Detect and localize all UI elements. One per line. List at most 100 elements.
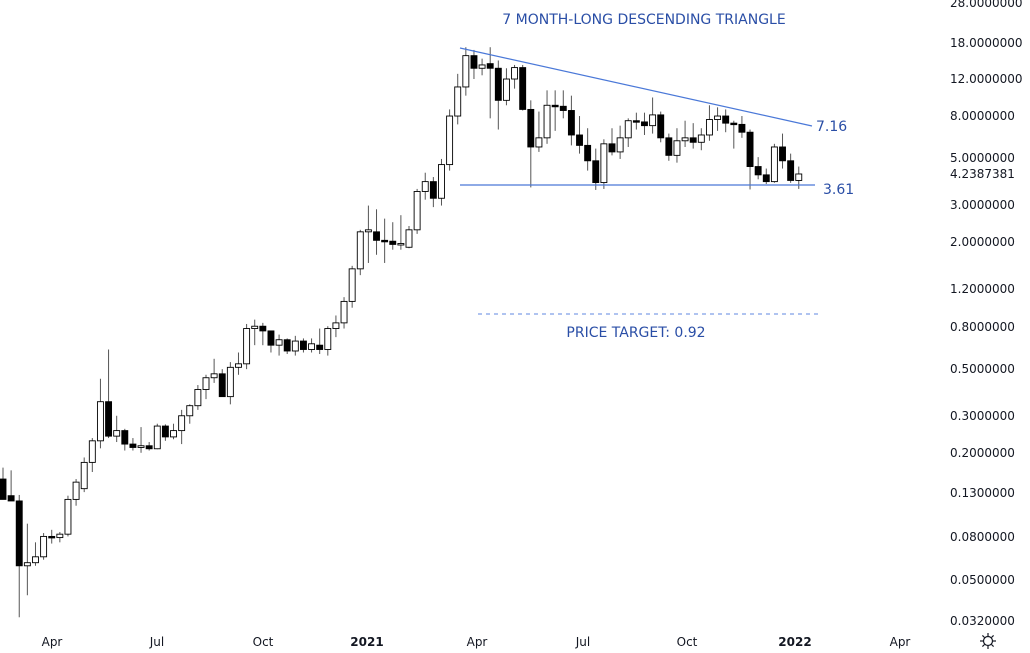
candle[interactable] [584,128,592,171]
candle[interactable] [186,404,194,424]
gear-icon[interactable] [980,633,996,649]
candle[interactable] [364,205,372,263]
candle[interactable] [705,105,713,141]
candle[interactable] [316,328,324,355]
candle[interactable] [23,523,31,596]
candle[interactable] [649,97,657,134]
candle[interactable] [243,323,251,370]
candle[interactable] [673,128,681,163]
candle[interactable] [714,107,722,131]
candle[interactable] [787,153,795,183]
candle[interactable] [429,177,437,208]
candle[interactable] [511,64,519,89]
candle[interactable] [681,120,689,147]
candle[interactable] [48,529,56,544]
candle[interactable] [494,60,502,130]
candle[interactable] [145,442,153,451]
candle[interactable] [121,428,129,451]
candle[interactable] [161,424,169,441]
candle[interactable] [348,265,356,308]
candle[interactable] [576,116,583,154]
candle[interactable] [64,495,72,537]
candle[interactable] [373,209,380,255]
candle[interactable] [689,123,697,149]
candle[interactable] [15,494,23,618]
candle[interactable] [202,374,210,400]
candle[interactable] [722,109,730,133]
candle[interactable] [96,378,104,449]
candle[interactable] [438,158,445,206]
candle[interactable] [413,188,421,234]
candle[interactable] [592,148,600,190]
time-axis[interactable]: Apr Jul Oct 2021 Apr Jul Oct 2022 Apr [42,635,911,649]
candle[interactable] [770,143,778,183]
candle[interactable] [218,369,226,398]
candle[interactable] [421,172,429,200]
price-axis[interactable]: 28.0000000 18.0000000 12.0000000 8.00000… [950,0,1023,628]
candle[interactable] [340,297,348,329]
candle[interactable] [381,218,389,263]
candle[interactable] [632,112,640,130]
candle[interactable] [551,90,559,131]
candle[interactable] [178,409,186,445]
candle[interactable] [746,129,754,190]
candle[interactable] [226,362,234,405]
candle[interactable] [332,315,340,338]
candle[interactable] [641,112,648,135]
candle[interactable] [397,215,405,250]
candle[interactable] [235,352,242,375]
candle[interactable] [308,338,316,353]
candle[interactable] [389,222,397,250]
candle[interactable] [657,111,665,143]
candle[interactable] [267,330,275,353]
candle[interactable] [527,100,535,188]
candle[interactable] [470,49,478,80]
candle[interactable] [665,133,673,161]
candle[interactable] [0,467,7,500]
candle[interactable] [446,109,454,171]
candle[interactable] [40,533,48,560]
candle[interactable] [7,470,15,502]
candle[interactable] [88,438,96,473]
candle[interactable] [105,349,113,439]
candle[interactable] [129,438,137,451]
candle[interactable] [32,542,39,566]
candle[interactable] [153,423,161,450]
candle[interactable] [283,338,291,355]
candle[interactable] [754,157,762,180]
candle[interactable] [600,139,608,189]
candle[interactable] [738,116,746,138]
candle[interactable] [405,225,413,249]
candle[interactable] [519,64,527,111]
candle[interactable] [762,168,770,184]
candle[interactable] [502,68,510,106]
candle[interactable] [259,322,267,346]
candle[interactable] [535,111,543,152]
candle[interactable] [275,334,283,356]
candle[interactable] [616,125,624,159]
candle[interactable] [462,47,470,96]
candle[interactable] [56,531,64,543]
candle[interactable] [567,95,575,146]
candle[interactable] [210,358,218,383]
candle[interactable] [299,338,307,353]
candle[interactable] [730,120,738,149]
candle[interactable] [137,427,145,453]
candle[interactable] [324,326,332,356]
candle[interactable] [478,58,486,76]
candle[interactable] [194,385,202,410]
candle[interactable] [72,479,80,506]
candle[interactable] [779,133,786,169]
candle[interactable] [454,73,462,125]
candle[interactable] [356,229,364,276]
candle[interactable] [291,335,299,356]
candle[interactable] [608,128,616,156]
candle[interactable] [170,423,177,440]
candle[interactable] [251,319,259,346]
candle[interactable] [486,47,494,119]
candle[interactable] [559,90,567,119]
candle[interactable] [697,128,705,151]
candle[interactable] [80,457,88,493]
candle[interactable] [624,118,632,147]
